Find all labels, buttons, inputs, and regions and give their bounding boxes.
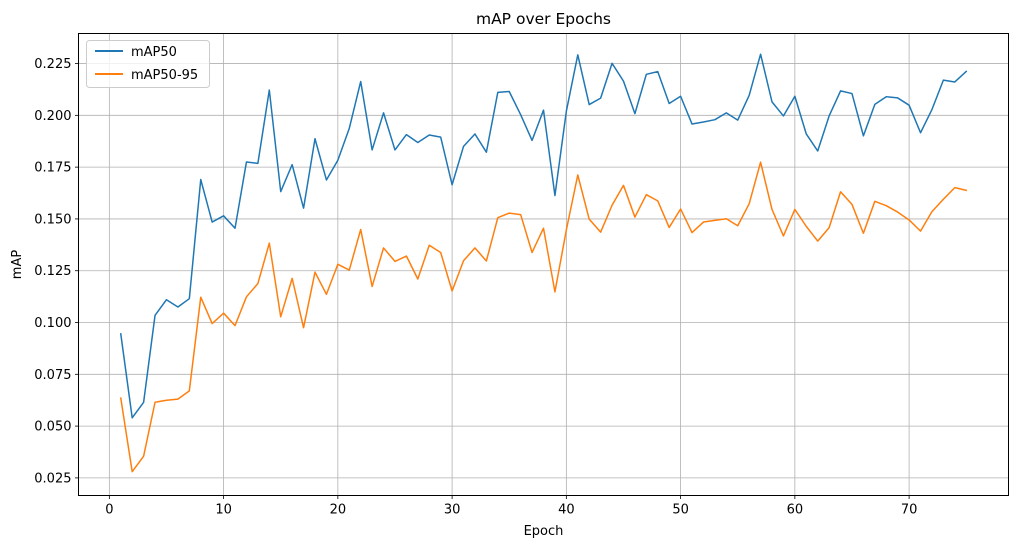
x-tick-label: 20 (330, 503, 347, 518)
legend-label-map50: mAP50 (131, 45, 177, 60)
y-tick-label: 0.150 (34, 212, 71, 227)
x-tick-label: 10 (215, 503, 232, 518)
y-axis-title: mAP (10, 250, 25, 280)
x-tick-label: 30 (444, 503, 461, 518)
series-line-map50-95 (119, 161, 968, 473)
series-line-map50 (119, 53, 968, 419)
x-tick-label: 60 (787, 503, 804, 518)
axis-ticks: 0 10 20 30 40 50 60 70 0.025 0.050 0.075 0.100 0.125… (34, 57, 917, 517)
x-axis-title: Epoch (524, 524, 564, 539)
x-tick-label: 0 (105, 503, 113, 518)
x-tick-label: 40 (558, 503, 575, 518)
y-tick-label: 0.025 (34, 471, 71, 486)
legend: mAP50 mAP50-95 (86, 40, 210, 88)
x-tick-label: 70 (901, 503, 918, 518)
y-tick-label: 0.050 (34, 420, 71, 435)
plot-frame (78, 33, 1009, 496)
x-tick-label: 50 (672, 503, 689, 518)
y-tick-label: 0.200 (34, 109, 71, 124)
series-lines (119, 53, 968, 473)
legend-label-map50-95: mAP50-95 (131, 68, 198, 83)
legend-box (86, 40, 210, 88)
y-tick-label: 0.100 (34, 316, 71, 331)
y-tick-label: 0.125 (34, 264, 71, 279)
y-tick-label: 0.075 (34, 368, 71, 383)
y-tick-label: 0.225 (34, 57, 71, 72)
y-tick-label: 0.175 (34, 161, 71, 176)
chart-title: mAP over Epochs (476, 10, 611, 28)
grid (78, 33, 1009, 496)
